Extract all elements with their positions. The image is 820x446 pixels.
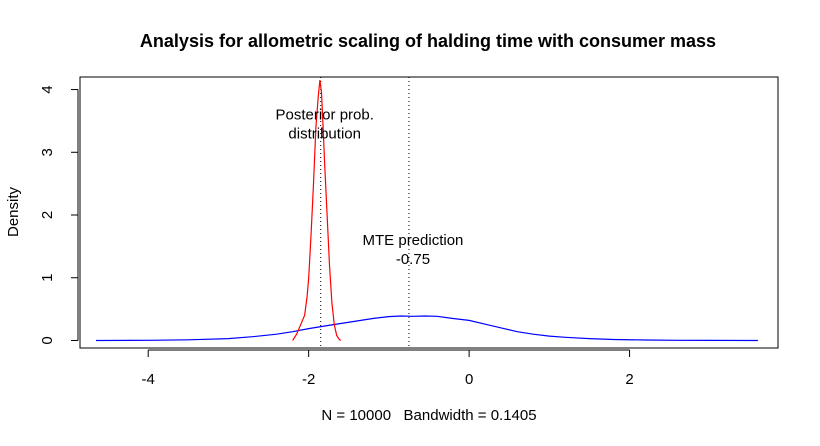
y-axis-label: Density [5, 186, 22, 237]
x-tick-label: 0 [465, 371, 473, 388]
x-tick-label: -2 [302, 371, 315, 388]
y-tick-label: 2 [39, 211, 56, 219]
x-tick-label: -4 [142, 371, 155, 388]
chart-title: Analysis for allometric scaling of haldi… [140, 31, 716, 51]
annotation: Posterior prob. [276, 107, 374, 124]
y-tick-label: 0 [39, 336, 56, 344]
y-tick-label: 3 [39, 148, 56, 156]
annotation: -0.75 [396, 251, 430, 268]
posterior-density-line [292, 80, 342, 341]
y-tick-label: 1 [39, 274, 56, 282]
annotation: MTE prediction [363, 232, 464, 249]
x-tick-label: 2 [625, 371, 633, 388]
y-tick-label: 4 [39, 85, 56, 93]
annotation: distribution [288, 125, 361, 142]
plot-frame [79, 76, 779, 349]
x-axis-label: N = 10000 Bandwidth = 0.1405 [321, 407, 536, 424]
prior-density-line [95, 315, 758, 342]
